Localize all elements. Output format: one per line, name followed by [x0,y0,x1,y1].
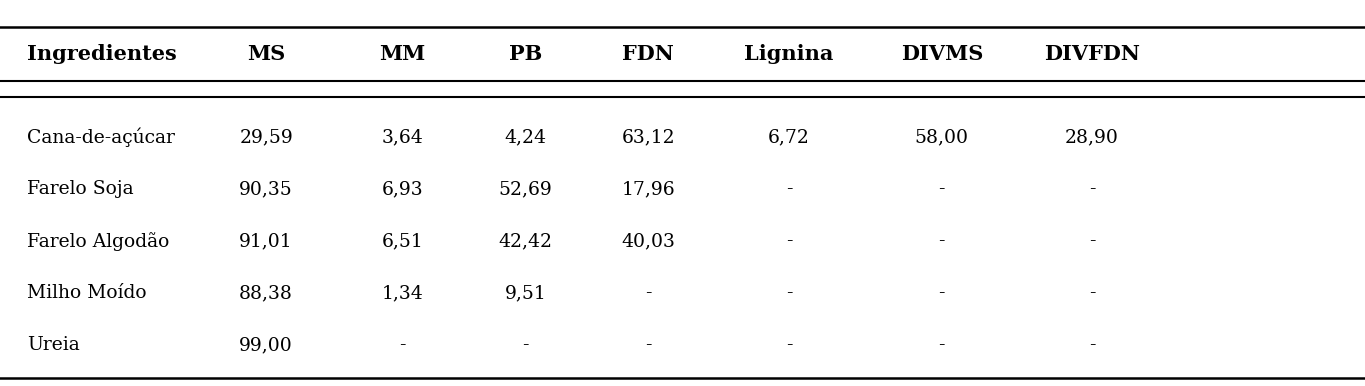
Text: -: - [646,337,651,354]
Text: -: - [786,337,792,354]
Text: MM: MM [379,44,426,64]
Text: Farelo Algodão: Farelo Algodão [27,232,169,251]
Text: -: - [1089,337,1095,354]
Text: PB: PB [509,44,542,64]
Text: 6,51: 6,51 [382,232,423,250]
Text: 52,69: 52,69 [498,180,553,198]
Text: -: - [939,337,945,354]
Text: -: - [786,284,792,302]
Text: 90,35: 90,35 [239,180,293,198]
Text: 99,00: 99,00 [239,337,293,354]
Text: -: - [400,337,405,354]
Text: DIVFDN: DIVFDN [1044,44,1140,64]
Text: -: - [939,284,945,302]
Text: 88,38: 88,38 [239,284,293,302]
Text: -: - [1089,284,1095,302]
Text: -: - [523,337,528,354]
Text: MS: MS [247,44,285,64]
Text: DIVMS: DIVMS [901,44,983,64]
Text: 63,12: 63,12 [621,128,676,146]
Text: -: - [786,180,792,198]
Text: 58,00: 58,00 [915,128,969,146]
Text: 17,96: 17,96 [621,180,676,198]
Text: 42,42: 42,42 [498,232,553,250]
Text: Cana-de-açúcar: Cana-de-açúcar [27,127,175,147]
Text: -: - [1089,180,1095,198]
Text: FDN: FDN [622,44,674,64]
Text: 28,90: 28,90 [1065,128,1119,146]
Text: Lignina: Lignina [744,44,834,64]
Text: -: - [786,232,792,250]
Text: 3,64: 3,64 [382,128,423,146]
Text: -: - [646,284,651,302]
Text: -: - [939,180,945,198]
Text: 9,51: 9,51 [505,284,546,302]
Text: Milho Moído: Milho Moído [27,284,147,302]
Text: -: - [1089,232,1095,250]
Text: 6,72: 6,72 [768,128,809,146]
Text: 4,24: 4,24 [505,128,546,146]
Text: Farelo Soja: Farelo Soja [27,180,134,198]
Text: 91,01: 91,01 [239,232,293,250]
Text: -: - [939,232,945,250]
Text: 29,59: 29,59 [239,128,293,146]
Text: Ingredientes: Ingredientes [27,44,177,64]
Text: 6,93: 6,93 [382,180,423,198]
Text: Ureia: Ureia [27,337,81,354]
Text: 40,03: 40,03 [621,232,676,250]
Text: 1,34: 1,34 [382,284,423,302]
